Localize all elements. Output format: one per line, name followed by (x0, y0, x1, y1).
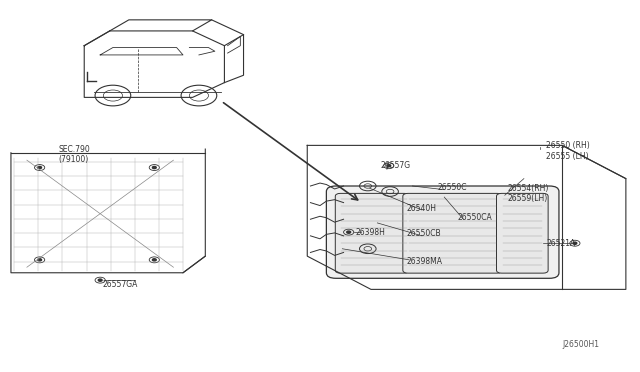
Text: 26540H: 26540H (406, 203, 436, 213)
FancyBboxPatch shape (335, 193, 409, 273)
Circle shape (152, 166, 156, 169)
Circle shape (347, 231, 351, 233)
Text: 26554(RH)
26559(LH): 26554(RH) 26559(LH) (508, 184, 549, 203)
FancyBboxPatch shape (403, 193, 502, 273)
Text: 26398H: 26398H (355, 228, 385, 237)
FancyBboxPatch shape (497, 193, 548, 273)
Text: 26550CB: 26550CB (406, 230, 441, 238)
Text: 26550 (RH)
26555 (LH): 26550 (RH) 26555 (LH) (546, 141, 590, 161)
Circle shape (152, 259, 156, 261)
Text: SEC.790
(79100): SEC.790 (79100) (59, 145, 90, 164)
Text: 26550C: 26550C (438, 183, 467, 192)
Text: 26521A: 26521A (546, 239, 575, 248)
Text: 26557G: 26557G (381, 161, 411, 170)
FancyBboxPatch shape (326, 186, 559, 278)
Circle shape (99, 279, 102, 281)
Circle shape (573, 242, 577, 244)
Circle shape (38, 259, 42, 261)
Text: J26500H1: J26500H1 (562, 340, 599, 349)
Text: 26550CA: 26550CA (457, 213, 492, 222)
Text: 26398MA: 26398MA (406, 257, 442, 266)
Circle shape (38, 166, 42, 169)
Text: 26557GA: 26557GA (102, 280, 138, 289)
Circle shape (387, 164, 391, 167)
